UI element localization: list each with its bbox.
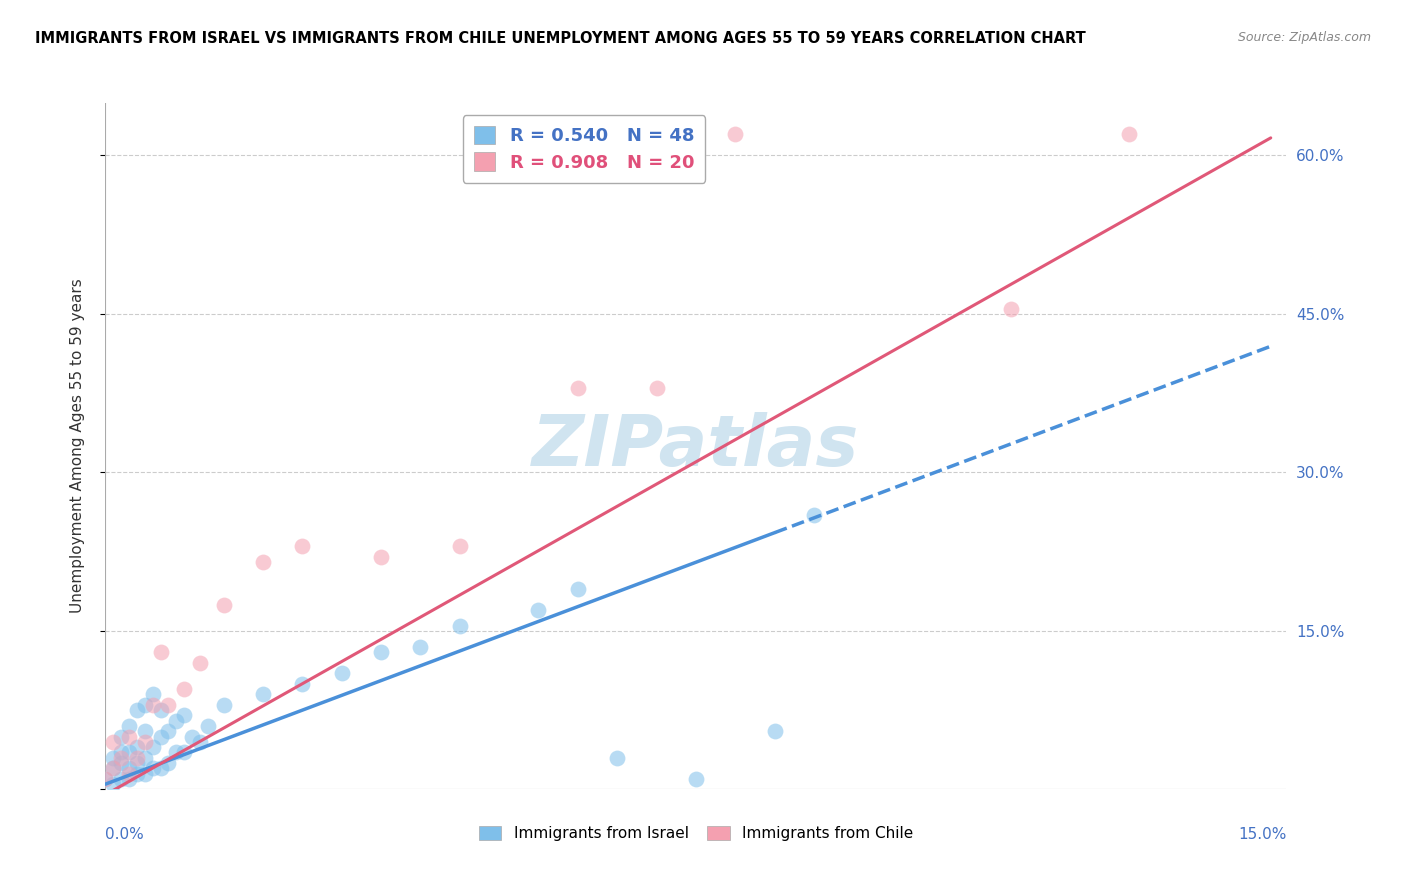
Point — [567, 381, 589, 395]
Point — [134, 724, 156, 739]
Point — [94, 772, 117, 786]
Point — [118, 746, 141, 760]
Point — [103, 750, 125, 764]
Point — [110, 756, 132, 770]
Point — [606, 750, 628, 764]
Point — [1118, 128, 1140, 142]
Point — [157, 724, 180, 739]
Point — [173, 746, 195, 760]
Point — [291, 540, 314, 554]
Point — [103, 761, 125, 775]
Point — [157, 698, 180, 712]
Point — [252, 555, 274, 569]
Point — [188, 735, 211, 749]
Text: 0.0%: 0.0% — [105, 827, 145, 842]
Point — [94, 772, 117, 786]
Point — [165, 714, 187, 728]
Text: Source: ZipAtlas.com: Source: ZipAtlas.com — [1237, 31, 1371, 45]
Point — [118, 730, 141, 744]
Point — [763, 724, 786, 739]
Point — [149, 703, 172, 717]
Text: 15.0%: 15.0% — [1239, 827, 1286, 842]
Point — [149, 645, 172, 659]
Point — [1000, 301, 1022, 316]
Point — [103, 735, 125, 749]
Point — [212, 698, 235, 712]
Text: ZIPatlas: ZIPatlas — [533, 411, 859, 481]
Point — [125, 750, 148, 764]
Point — [142, 740, 165, 755]
Point — [409, 640, 432, 654]
Point — [125, 740, 148, 755]
Point — [157, 756, 180, 770]
Point — [449, 618, 471, 632]
Point — [142, 687, 165, 701]
Point — [165, 746, 187, 760]
Point — [118, 719, 141, 733]
Point — [149, 730, 172, 744]
Point — [449, 540, 471, 554]
Point — [197, 719, 219, 733]
Point — [173, 708, 195, 723]
Point — [118, 761, 141, 775]
Point — [527, 603, 550, 617]
Point — [125, 756, 148, 770]
Point — [110, 750, 132, 764]
Point — [181, 730, 204, 744]
Point — [212, 598, 235, 612]
Point — [118, 772, 141, 786]
Point — [724, 128, 747, 142]
Point — [110, 746, 132, 760]
Point — [291, 677, 314, 691]
Point — [370, 645, 392, 659]
Point — [142, 761, 165, 775]
Point — [134, 735, 156, 749]
Point — [330, 666, 353, 681]
Point — [567, 582, 589, 596]
Point — [110, 772, 132, 786]
Point — [103, 777, 125, 791]
Point — [142, 698, 165, 712]
Point — [252, 687, 274, 701]
Point — [103, 761, 125, 775]
Point — [134, 750, 156, 764]
Point — [188, 656, 211, 670]
Point — [685, 772, 707, 786]
Point — [803, 508, 825, 522]
Point — [370, 549, 392, 564]
Legend: Immigrants from Israel, Immigrants from Chile: Immigrants from Israel, Immigrants from … — [472, 820, 920, 847]
Point — [118, 766, 141, 780]
Y-axis label: Unemployment Among Ages 55 to 59 years: Unemployment Among Ages 55 to 59 years — [70, 278, 84, 614]
Point — [110, 730, 132, 744]
Point — [149, 761, 172, 775]
Point — [134, 766, 156, 780]
Point — [173, 681, 195, 696]
Point — [125, 766, 148, 780]
Point — [645, 381, 668, 395]
Text: IMMIGRANTS FROM ISRAEL VS IMMIGRANTS FROM CHILE UNEMPLOYMENT AMONG AGES 55 TO 59: IMMIGRANTS FROM ISRAEL VS IMMIGRANTS FRO… — [35, 31, 1085, 46]
Point — [134, 698, 156, 712]
Point — [125, 703, 148, 717]
